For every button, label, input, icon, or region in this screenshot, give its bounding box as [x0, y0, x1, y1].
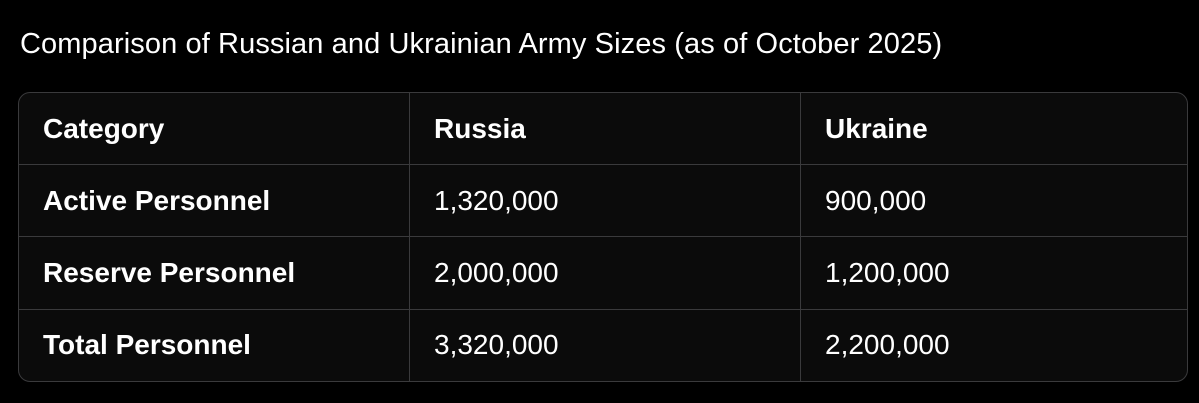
header-cell: Russia [409, 93, 801, 166]
header-row: Category Russia Ukraine [19, 93, 1187, 166]
table-cell: Reserve Personnel [19, 236, 410, 310]
table-cell: Active Personnel [19, 164, 410, 238]
table-cell: 1,200,000 [800, 236, 1187, 310]
header-cell: Category [19, 93, 410, 166]
table-container: Category Russia Ukraine Active Personnel 1,3… [18, 92, 1188, 382]
table-cell: Total Personnel [19, 309, 410, 381]
title: Comparison of Russian and Ukrainian Army… [20, 28, 943, 60]
header-cell: Ukraine [800, 93, 1187, 166]
table-row: Reserve Personnel 2,000,000 1,200,000 [19, 236, 1187, 310]
table: Category Russia Ukraine Active Personnel 1,3… [19, 93, 1187, 381]
table-row: Total Personnel 3,320,000 2,200,000 [19, 309, 1187, 381]
table-cell: 1,320,000 [409, 164, 801, 238]
table-cell: 900,000 [800, 164, 1187, 238]
table-cell: 2,200,000 [825, 329, 950, 361]
table-cell: 2,000,000 [409, 236, 801, 310]
table-body: Category Russia Ukraine Active Personnel 1,3… [19, 93, 1187, 381]
table-row: Active Personnel 1,320,000 900,000 [19, 164, 1187, 238]
table-cell: 3,320,000 [409, 309, 801, 381]
